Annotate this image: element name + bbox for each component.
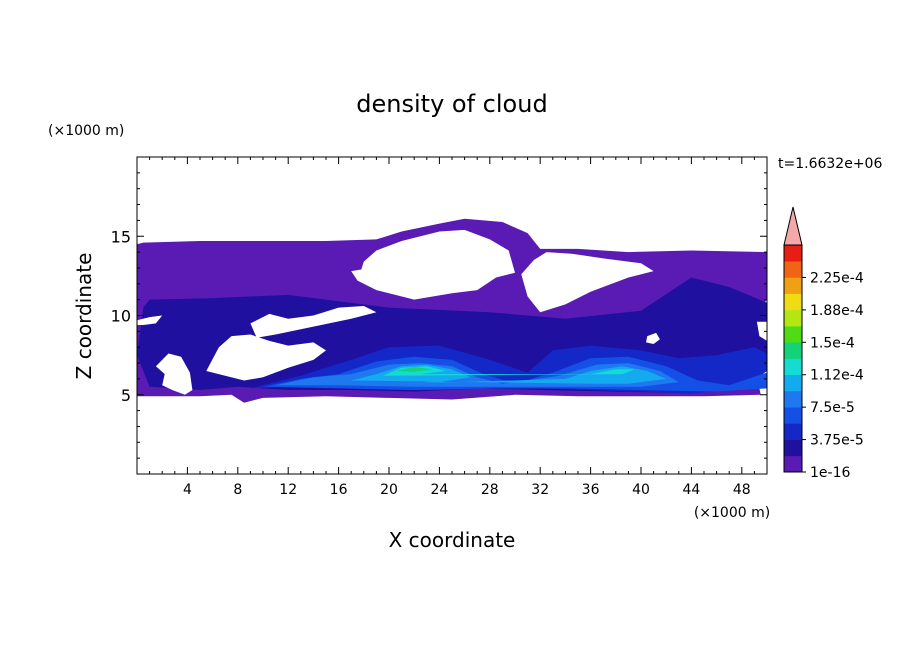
contour-region-level-6 [382, 366, 635, 376]
x-tick-label: 20 [380, 482, 398, 498]
colorbar-label: 1.5e-4 [810, 335, 855, 351]
colorbar-frame [783, 244, 803, 473]
x-tick-label: 12 [279, 482, 297, 498]
colorbar-swatch [784, 390, 802, 408]
x-tick-label: 36 [582, 482, 600, 498]
colorbar-swatch [784, 342, 802, 359]
clear-air-regions [137, 229, 767, 395]
x-tick-label: 48 [733, 482, 751, 498]
x-tick-label: 28 [481, 482, 499, 498]
x-axis-label: X coordinate [389, 528, 516, 552]
time-label: t=1.6632e+06 [778, 156, 882, 172]
clear-air-region [351, 229, 515, 300]
y-axis: 5 10 15 [111, 172, 767, 459]
colorbar-label: 3.75e-5 [810, 433, 864, 449]
clear-air-region [137, 315, 163, 325]
x-unit-label: (×1000 m) [694, 505, 770, 521]
colorbar: 1e-16 3.75e-5 7.5e-5 1.12e-4 1.5e-4 1.88e-4 2.… [783, 206, 864, 481]
colorbar-swatch [784, 277, 802, 294]
colorbar-label: 1.12e-4 [810, 368, 864, 384]
chart-title: density of cloud [356, 90, 547, 118]
colorbar-swatch [784, 358, 802, 376]
clear-air-region [521, 252, 654, 313]
colorbar-swatch [784, 326, 802, 343]
x-tick-label: 44 [682, 482, 700, 498]
clear-air-region [206, 334, 326, 381]
x-tick-label: 4 [183, 482, 192, 498]
colorbar-swatch [784, 407, 802, 424]
clear-air-region [250, 306, 377, 338]
colorbar-swatch [784, 374, 802, 392]
colorbar-extend-arrow [783, 206, 803, 246]
y-tick-label: 15 [111, 227, 131, 246]
y-tick-label: 5 [121, 386, 131, 405]
x-tick-label: 8 [233, 482, 242, 498]
clear-air-region [756, 321, 767, 341]
contour-region-level-7 [395, 367, 434, 372]
colorbar-label: 1e-16 [810, 465, 850, 481]
colorbar-swatch [784, 245, 802, 262]
colorbar-label: 1.88e-4 [810, 303, 864, 319]
colorbar-swatch [784, 261, 802, 278]
x-tick-label: 32 [531, 482, 549, 498]
x-tick-label: 24 [430, 482, 448, 498]
colorbar-swatch [784, 455, 802, 473]
y-tick-label: 10 [111, 307, 131, 326]
colorbar-swatch [784, 439, 802, 457]
clear-air-region [646, 332, 660, 344]
colorbar-label: 7.5e-5 [810, 400, 855, 416]
y-axis-label: Z coordinate [72, 253, 96, 380]
x-axis: 4 8 12 16 20 24 28 32 36 40 44 48 [149, 157, 755, 498]
colorbar-label: 2.25e-4 [810, 270, 864, 286]
colorbar-swatch [784, 293, 802, 311]
y-unit-label: (×1000 m) [48, 123, 124, 139]
colorbar-swatch [784, 309, 802, 327]
x-tick-label: 40 [632, 482, 650, 498]
clear-air-region [155, 353, 193, 395]
x-tick-label: 16 [330, 482, 348, 498]
colorbar-swatch [784, 423, 802, 440]
